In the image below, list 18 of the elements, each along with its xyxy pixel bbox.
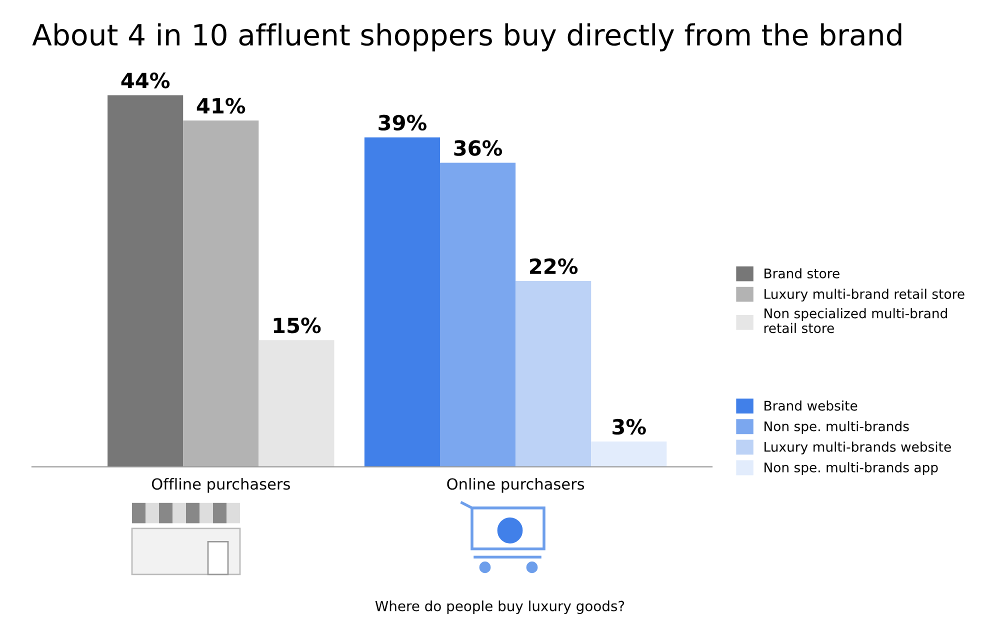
data-label: 36% — [454, 140, 502, 156]
legend-label: Brand website — [764, 400, 858, 411]
data-label: 15% — [274, 318, 321, 334]
data-label: 39% — [378, 114, 426, 131]
x-tick-label: Online purchasers — [447, 478, 584, 493]
text: Where do people buy luxury goods? — [375, 600, 624, 614]
legend-label: Luxury multi-brand retail store — [764, 288, 964, 302]
data-label: 3% — [612, 418, 646, 435]
chart-title: About 4 in 10 affluent shoppers buy directly from the brand — [32, 23, 902, 52]
x-tick-label: Offline purchasers — [152, 478, 290, 493]
legend-label: Non spe. multi-brands app — [764, 462, 938, 475]
data-label: 22% — [530, 258, 578, 274]
data-label: 44% — [121, 72, 170, 88]
legend-label: Brand store — [764, 268, 840, 278]
legend-label: Non specialized multi-brand retail store — [764, 308, 947, 334]
data-label: 41% — [196, 98, 246, 114]
legend-label: Luxury multi-brands website — [764, 442, 951, 454]
legend-label: Non spe. multi-brands — [764, 421, 909, 434]
